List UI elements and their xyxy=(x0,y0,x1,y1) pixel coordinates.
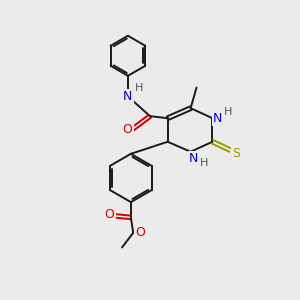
Text: O: O xyxy=(105,208,115,221)
Text: H: H xyxy=(135,83,143,93)
Text: H: H xyxy=(224,107,232,117)
Text: O: O xyxy=(123,123,133,136)
Text: N: N xyxy=(123,90,133,103)
Text: N: N xyxy=(213,112,222,125)
Text: N: N xyxy=(189,152,198,165)
Text: S: S xyxy=(232,147,240,160)
Text: O: O xyxy=(135,226,145,239)
Text: H: H xyxy=(200,158,208,168)
